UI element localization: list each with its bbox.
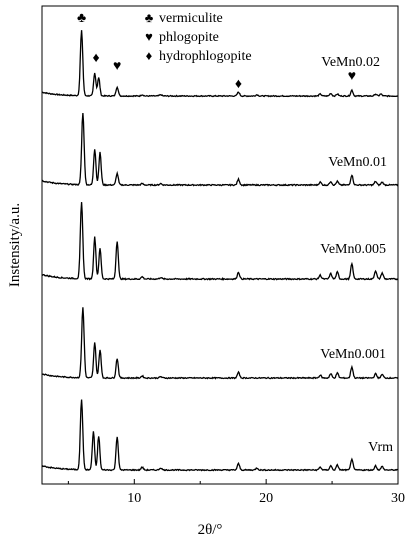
legend-symbol: ♣ bbox=[145, 10, 154, 25]
series-label: VeMn0.01 bbox=[328, 155, 387, 170]
peak-marker: ♣ bbox=[77, 11, 86, 26]
legend-symbol: ♦ bbox=[146, 48, 153, 63]
peak-markers: ♣ ♦ ♥ ♦ ♥ bbox=[77, 11, 356, 92]
legend-label: vermiculite bbox=[159, 11, 223, 26]
legend: ♣ vermiculite ♥ phlogopite ♦ hydrophlogopite bbox=[145, 10, 252, 64]
peak-marker: ♦ bbox=[92, 51, 99, 66]
x-tick-label: 20 bbox=[259, 491, 273, 506]
peak-marker: ♥ bbox=[113, 59, 121, 74]
series-line-0 bbox=[41, 30, 399, 98]
series-line-2 bbox=[41, 202, 399, 281]
series-line-1 bbox=[41, 113, 399, 187]
legend-label: phlogopite bbox=[159, 30, 219, 45]
series-label: Vrm bbox=[368, 440, 393, 455]
legend-symbol: ♥ bbox=[145, 29, 153, 44]
x-tick-label: 30 bbox=[391, 491, 405, 506]
x-tick-label: 10 bbox=[127, 491, 141, 506]
peak-marker: ♦ bbox=[235, 77, 242, 92]
series-line-3 bbox=[41, 307, 399, 380]
series-label: VeMn0.001 bbox=[320, 347, 386, 362]
series-labels: VeMn0.02 VeMn0.01 VeMn0.005 VeMn0.001 Vrm bbox=[320, 55, 393, 455]
plot-frame bbox=[41, 5, 399, 485]
series-group bbox=[41, 30, 399, 472]
series-label: VeMn0.02 bbox=[321, 55, 380, 70]
x-axis-label: 2θ/° bbox=[198, 522, 223, 538]
x-axis-ticks: 10 20 30 bbox=[67, 479, 405, 506]
peak-marker: ♥ bbox=[348, 69, 356, 84]
y-axis-label: Instensity/a.u. bbox=[7, 203, 23, 287]
legend-label: hydrophlogopite bbox=[159, 49, 252, 64]
series-label: VeMn0.005 bbox=[320, 242, 386, 257]
series-line-4 bbox=[41, 399, 399, 472]
